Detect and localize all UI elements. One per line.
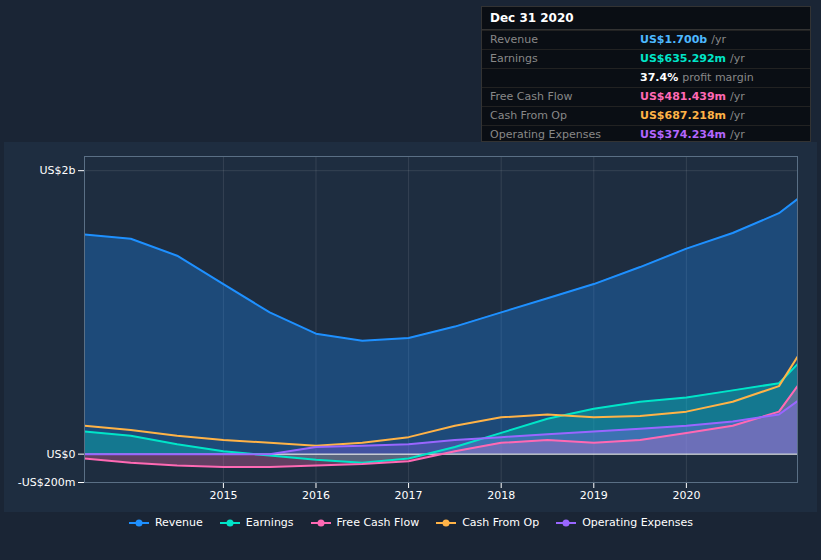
html-text:Free Cash Flow: Free Cash Flow (336, 516, 420, 529)
svg-text:US$2b: US$2b (39, 164, 75, 177)
html-text:Revenue: Revenue (154, 516, 203, 529)
svg-text:US$0: US$0 (46, 448, 75, 461)
html-text:US$1.700b /yr: US$1.700b /yr (640, 33, 726, 46)
svg-text:2020: 2020 (672, 489, 700, 502)
html-text:US$481.439m /yr: US$481.439m /yr (640, 90, 745, 103)
html-text:Dec 31 2020: Dec 31 2020 (490, 11, 574, 25)
html-text:37.4% profit margin: 37.4% profit margin (640, 71, 754, 84)
html-text:Earnings: Earnings (245, 516, 294, 529)
html-text:US$687.218m /yr: US$687.218m /yr (640, 109, 745, 122)
svg-text:-US$200m: -US$200m (18, 476, 76, 489)
html-text:US$635.292m /yr: US$635.292m /yr (640, 52, 745, 65)
html-text:Revenue: Revenue (490, 33, 538, 46)
svg-text:2018: 2018 (487, 489, 515, 502)
html-text:Cash From Op: Cash From Op (490, 109, 567, 122)
html-text:Operating Expenses: Operating Expenses (490, 128, 601, 141)
svg-text:2019: 2019 (580, 489, 608, 502)
html-text:Earnings: Earnings (490, 52, 538, 65)
svg-text:2017: 2017 (395, 489, 423, 502)
html-text:Cash From Op: Cash From Op (462, 516, 540, 529)
html-text:Operating Expenses: Operating Expenses (582, 516, 694, 529)
html-text:US$374.234m /yr: US$374.234m /yr (640, 128, 745, 141)
svg-text:2016: 2016 (302, 489, 330, 502)
html-text:Free Cash Flow: Free Cash Flow (490, 90, 573, 103)
svg-text:2015: 2015 (209, 489, 237, 502)
